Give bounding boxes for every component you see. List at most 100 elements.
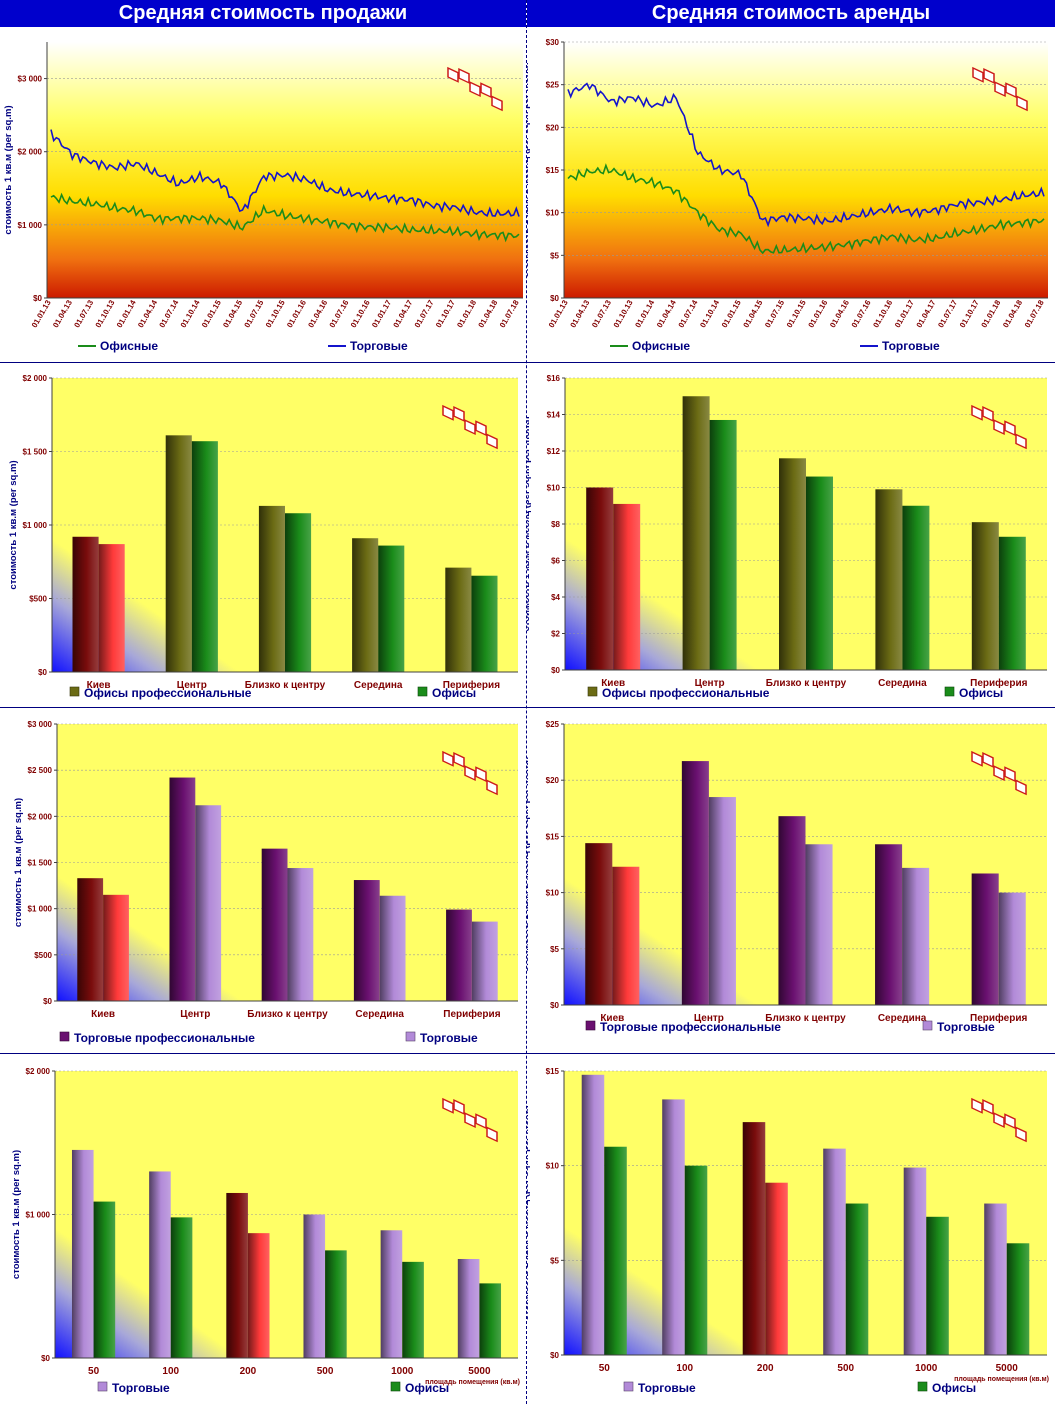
bar-series2-3 [902,505,930,670]
logo-icon [447,66,503,112]
x-tick-label: 1000 [391,1366,414,1377]
bar-series2-2 [247,1233,270,1358]
bar-series1-2 [226,1192,248,1358]
logo-icon [971,750,1027,796]
legend-swatch [585,1020,596,1031]
y-tick-label: $20 [546,776,560,785]
x-tick-label: 1000 [915,1363,938,1374]
bar-series2-3 [325,1250,347,1358]
y-tick-label: $15 [546,1067,560,1076]
x-tick-label: 01.04.17 [915,299,938,330]
sale-line-chart: $0$1 000$2 000$3 00001.01.1301.04.1301.0… [3,42,523,353]
legend-swatch [405,1031,416,1042]
x-tick-label: 01.04.15 [741,298,764,329]
x-tick-label: Киев [87,680,111,691]
bar-series2-4 [471,921,498,1001]
y-axis-label: стоимость 1 кв.м в месяц (per sq.m per m… [527,416,532,631]
x-tick-label: 01.04.17 [391,299,414,330]
x-tick-label: 01.10.16 [871,298,894,329]
legend-entry: Офисные [632,339,690,353]
y-tick-label: $25 [546,81,560,90]
y-tick-label: $10 [546,889,560,898]
x-tick-label: 01.07.15 [763,298,786,329]
x-tick-label: 01.07.14 [157,298,180,329]
legend-entry: Торговые [112,1381,170,1395]
y-tick-label: $3 000 [18,75,43,84]
bar-series1-2 [778,816,806,1005]
y-tick-label: $16 [547,374,561,383]
y-tick-label: $1 000 [23,521,48,530]
y-tick-label: $5 [550,251,559,260]
y-tick-label: $12 [547,447,561,456]
sale-offices-panel: $0 $500 $1 000 $1 500 $2 000 Киев Центр Близко … [0,363,526,707]
bar-series2-2 [806,476,833,670]
rent-retail-panel: $0 $5 $10 $15 $20 $25 Киев Центр Близко к центру… [527,708,1055,1053]
bar-series1-1 [682,396,710,670]
rent-area-chart: $0 $5 $10 $15 50 100 200 500 1000 5000 площадь пом… [527,1067,1049,1395]
bar-series1-4 [903,1167,927,1355]
logo-icon [442,404,498,450]
bar-series1-1 [662,1099,685,1355]
y-tick-label: $8 [551,520,560,529]
legend-swatch [944,686,955,697]
bar-series1-2 [779,458,806,670]
legend-entry: Торговые профессиональные [600,1020,781,1034]
row-divider-2 [0,707,1055,708]
rent-offices-chart: $0 $2 $4 $6 $8 $10 $12 $14 $16 Киев Центр Близко к … [527,374,1047,700]
x-tick-label: Близко к центру [766,678,847,689]
sale-line-panel: $0 $1 000 $2 000 $3 000 01.01.13 01.04.13 01.0… [0,28,526,362]
x-tick-label: 100 [162,1366,179,1377]
legend-entry: Офисы [959,686,1003,700]
logo-icon [971,404,1027,450]
x-tick-label: 100 [676,1363,693,1374]
x-tick-label: 01.04.18 [476,298,499,329]
y-tick-label: $1 000 [28,905,53,914]
bar-series1-3 [875,844,903,1005]
legend-entry: Офисы [432,686,476,700]
legend-entry: Торговые [937,1020,995,1034]
logo-icon [972,66,1028,112]
x-tick-label: 01.01.14 [633,298,656,329]
x-tick-label: Близко к центру [247,1009,328,1020]
y-tick-label: $0 [551,666,560,675]
legend-swatch [587,686,598,697]
x-tick-label: 01.04.18 [1001,298,1024,329]
bar-series2-0 [612,866,640,1005]
bar-series1-5 [457,1258,480,1358]
x-tick-label: 01.04.16 [306,298,329,329]
bar-series2-0 [604,1146,627,1355]
legend-entry: Офисы профессиональные [84,686,252,700]
x-tick-label: Середина [878,1013,927,1024]
legend-entry: Офисы [405,1381,449,1395]
rent-line-chart: $0$5$10$15$20$25$3001.01.1301.04.1301.07… [527,38,1048,353]
x-tick-label: 01.07.13 [590,298,613,329]
x-tick-label: 01.07.17 [413,299,436,330]
logo-icon [442,750,498,796]
y-tick-label: $0 [41,1354,50,1363]
x-tick-label: 01.10.14 [698,298,721,329]
series-line-offices [567,163,1045,255]
x-tick-label: Периферия [970,677,1027,689]
y-tick-label: $6 [551,557,560,566]
bar-series1-3 [352,538,379,672]
y-tick-label: $4 [551,593,560,602]
y-tick-label: $2 [551,630,560,639]
bar-series1-2 [258,505,285,672]
y-tick-label: $25 [546,720,560,729]
y-tick-label: $1 500 [23,448,48,457]
x-tick-label: Близко к центру [765,1013,846,1024]
sale-area-chart: $0 $1 000 $2 000 50 100 200 500 1000 5000 площадь… [11,1067,520,1395]
y-axis-label: стоимость 1 кв.м в месяц (per sq.m per m… [527,62,531,277]
bar-series2-0 [613,503,641,670]
y-tick-label: $0 [550,294,559,303]
x-tick-label: 01.01.14 [115,298,138,329]
bar-series1-0 [586,487,614,670]
bar-series2-1 [170,1217,193,1358]
x-tick-label: Киев [91,1009,115,1020]
x-tick-label: 01.10.13 [612,298,635,329]
row-divider-1 [0,362,1055,363]
bar-series2-1 [684,1165,708,1355]
bar-series2-4 [998,536,1026,670]
y-axis-label: стоимость 1 кв.м (per sq.m) [13,798,24,927]
x-tick-label: 01.04.14 [655,298,678,329]
